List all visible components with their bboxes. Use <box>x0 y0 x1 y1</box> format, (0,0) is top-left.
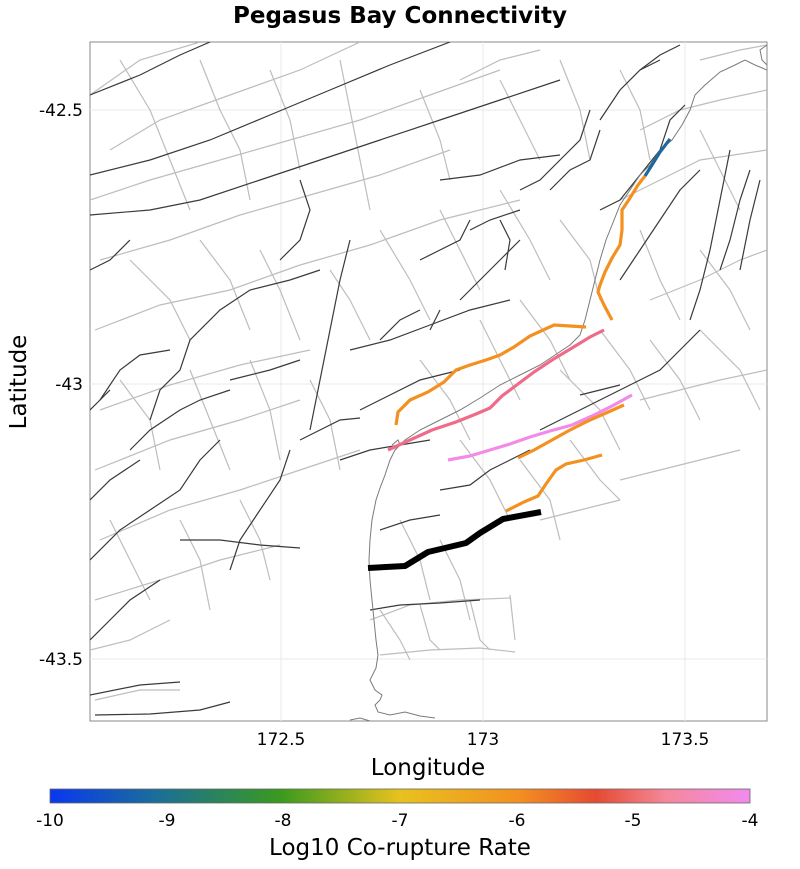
fault-blue-northeast <box>643 138 672 177</box>
fault-orange-south <box>517 403 625 460</box>
source-fault <box>367 509 542 571</box>
fault-pink-central <box>387 328 605 452</box>
colorbar-tick-label: -7 <box>392 811 409 831</box>
x-tick-label: 173.5 <box>661 730 710 750</box>
fault-orange-central <box>394 323 587 426</box>
y-tick-label: -42.5 <box>39 101 83 121</box>
fault-orange-southeast <box>505 453 603 513</box>
colorbar-label: Log10 Co-rupture Rate <box>269 835 531 861</box>
x-axis-label: Longitude <box>371 755 485 781</box>
chart-title: Pegasus Bay Connectivity <box>233 3 567 29</box>
fault-orange-northeast <box>596 175 647 321</box>
colorbar-tick-label: -4 <box>742 811 759 831</box>
colorbar: -10 -9 -8 -7 -6 -5 -4 Log10 Co-rupture R… <box>36 788 759 861</box>
x-tick-label: 172.5 <box>257 730 306 750</box>
x-axis: 172.5 173 173.5 Longitude <box>257 730 710 781</box>
x-tick-label: 173 <box>467 730 499 750</box>
y-axis: -42.5 -43 -43.5 Latitude <box>6 101 83 670</box>
fault-magenta-south <box>447 393 633 462</box>
colorbar-tick-label: -9 <box>159 811 176 831</box>
colorbar-tick-label: -10 <box>36 811 64 831</box>
coastline <box>349 44 767 721</box>
y-tick-label: -43.5 <box>39 650 83 670</box>
fault-traces <box>90 42 761 716</box>
plot-area <box>89 41 768 722</box>
colorbar-tick-label: -5 <box>625 811 642 831</box>
y-axis-label: Latitude <box>6 335 32 430</box>
colorbar-tick-label: -8 <box>275 811 292 831</box>
y-tick-label: -43 <box>55 375 83 395</box>
highlighted-faults <box>367 138 672 571</box>
gridlines <box>90 42 767 721</box>
colorbar-gradient <box>49 788 751 804</box>
colorbar-tick-label: -6 <box>509 811 526 831</box>
